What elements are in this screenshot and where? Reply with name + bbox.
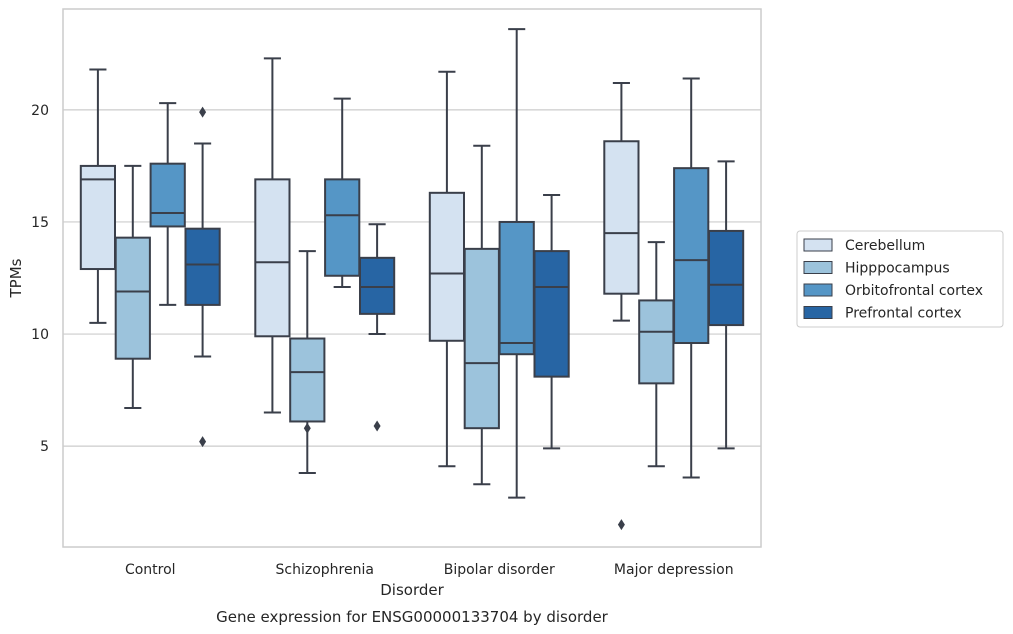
y-axis-ticks: 5 10 15 20: [31, 103, 49, 455]
box-group: [79, 68, 117, 324]
box-iqr: [114, 236, 151, 360]
box-group: [358, 223, 396, 432]
box-group: [184, 106, 221, 448]
box-iqr: [358, 256, 396, 315]
y-tick-label: 20: [31, 103, 49, 119]
box-iqr: [79, 164, 117, 271]
box-iqr: [184, 227, 221, 306]
x-tick-label: Major depression: [614, 562, 734, 578]
box-iqr: [638, 299, 675, 385]
box-iqr: [324, 178, 361, 277]
box-iqr: [603, 140, 640, 295]
x-tick-label: Schizophrenia: [276, 562, 374, 578]
box-group: [673, 77, 710, 479]
box-group: [638, 241, 675, 468]
box-group: [289, 250, 326, 475]
x-tick-label: Bipolar disorder: [444, 562, 555, 578]
box-iqr: [673, 167, 710, 345]
chart-caption: Gene expression for ENSG00000133704 by d…: [216, 608, 609, 626]
box-group: [498, 28, 535, 499]
box-iqr: [428, 191, 466, 342]
legend-label: Cerebellum: [845, 238, 925, 254]
outlier-marker: [303, 422, 311, 434]
box-group: [603, 81, 640, 531]
box-iqr: [463, 247, 500, 430]
box-group: [428, 70, 466, 468]
box-group: [324, 97, 361, 288]
box-group: [463, 144, 500, 486]
box-iqr: [707, 229, 745, 327]
outlier-marker: [199, 106, 207, 118]
box-group: [254, 57, 291, 414]
boxes-layer: [79, 28, 745, 531]
legend: Cerebellum Hipppocampus Orbitofrontal cort…: [796, 230, 1004, 328]
legend-swatch: [803, 261, 833, 274]
x-axis-title: Disorder: [380, 581, 444, 599]
y-tick-label: 15: [31, 215, 49, 231]
x-tick-label: Control: [125, 562, 176, 578]
legend-swatch: [803, 306, 833, 319]
box-iqr: [289, 337, 326, 423]
box-group: [114, 164, 151, 410]
legend-swatch: [803, 283, 833, 297]
box-iqr: [149, 162, 186, 228]
box-group: [707, 160, 745, 450]
legend-frame: [796, 230, 1004, 328]
box-iqr: [498, 220, 535, 356]
legend-label: Orbitofrontal cortex: [845, 283, 983, 299]
legend-swatch: [803, 238, 833, 252]
outlier-marker: [373, 420, 381, 432]
outlier-marker: [617, 519, 625, 531]
plot-area-frame: [62, 8, 762, 548]
x-axis-ticks: Control Schizophrenia Bipolar disorder Majo…: [125, 562, 734, 578]
outlier-marker: [199, 436, 207, 448]
box-iqr: [254, 178, 291, 338]
y-tick-label: 5: [40, 439, 49, 455]
legend-label: Prefrontal cortex: [845, 306, 962, 322]
y-axis-title: TPMs: [7, 258, 25, 298]
legend-label: Hipppocampus: [845, 261, 950, 277]
box-iqr: [533, 250, 570, 378]
y-tick-label: 10: [31, 327, 49, 343]
box-group: [533, 194, 570, 450]
box-group: [149, 102, 186, 306]
